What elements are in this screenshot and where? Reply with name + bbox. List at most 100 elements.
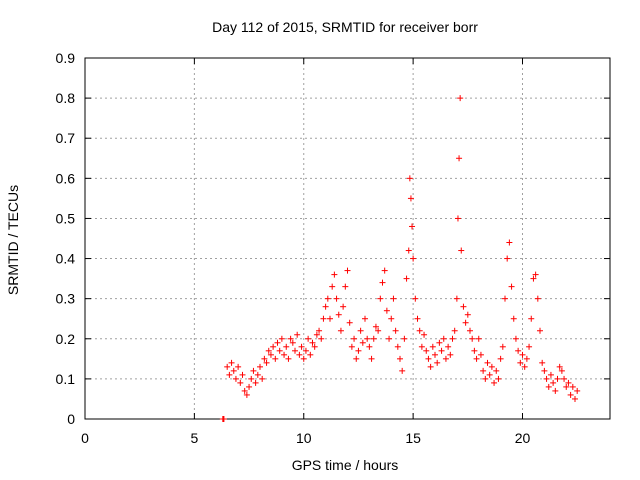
x-tick-label: 5 — [190, 430, 198, 446]
data-point — [537, 327, 543, 334]
data-point — [550, 379, 557, 386]
data-point — [453, 295, 460, 302]
data-point — [392, 327, 399, 334]
data-point — [434, 359, 441, 366]
data-point — [322, 303, 329, 310]
data-point — [254, 371, 261, 378]
data-point — [454, 215, 461, 222]
data-point — [458, 247, 465, 254]
y-tick-labels: 0 0.1 0.2 0.3 0.4 0.5 0.6 0.7 0.8 0.9 — [56, 50, 76, 427]
data-point — [407, 195, 414, 202]
data-point — [287, 335, 294, 342]
data-point — [267, 351, 274, 358]
data-point — [220, 416, 227, 422]
data-point — [436, 339, 443, 346]
data-point — [504, 255, 511, 262]
data-point — [558, 367, 565, 374]
data-point — [521, 363, 528, 370]
data-point — [442, 355, 449, 362]
x-tick-label: 20 — [515, 430, 531, 446]
data-point — [320, 315, 327, 322]
data-point — [344, 267, 351, 274]
data-point — [294, 331, 301, 338]
data-point — [359, 339, 366, 346]
data-point — [399, 367, 406, 374]
y-tick-label: 0.8 — [56, 90, 76, 106]
data-point — [486, 371, 493, 378]
data-point — [416, 327, 423, 334]
data-point — [346, 319, 353, 326]
data-point — [547, 371, 554, 378]
data-point — [388, 315, 395, 322]
data-point — [337, 327, 344, 334]
data-point — [563, 383, 570, 390]
data-point — [300, 355, 307, 362]
data-point — [272, 355, 279, 362]
data-point — [351, 335, 358, 342]
y-tick-label: 0.7 — [56, 130, 76, 146]
data-point — [228, 359, 235, 366]
data-point — [274, 339, 281, 346]
data-point — [313, 331, 320, 338]
data-point — [302, 347, 309, 354]
data-point — [471, 347, 478, 354]
data-point — [517, 359, 524, 366]
data-point — [569, 383, 576, 390]
data-point — [482, 375, 489, 382]
data-point — [532, 271, 539, 278]
data-point — [512, 335, 519, 342]
data-point — [394, 343, 401, 350]
data-point — [423, 347, 430, 354]
data-point — [307, 351, 314, 358]
data-point — [372, 323, 379, 330]
data-point — [480, 367, 487, 374]
y-tick-label: 0 — [67, 411, 75, 427]
data-point — [475, 335, 482, 342]
data-point — [467, 327, 473, 334]
data-point — [362, 315, 368, 322]
data-point — [447, 351, 454, 358]
data-point — [226, 371, 233, 378]
x-tick-labels: 0 5 10 15 20 — [81, 430, 530, 446]
data-point — [438, 347, 445, 354]
data-point — [462, 319, 469, 326]
data-point — [528, 315, 535, 322]
data-point — [285, 355, 292, 362]
chart-title: Day 112 of 2015, SRMTID for receiver bor… — [212, 19, 478, 35]
data-point — [495, 375, 502, 382]
data-point — [574, 387, 581, 394]
data-point — [324, 295, 331, 302]
data-point — [246, 383, 253, 390]
data-point — [440, 335, 447, 342]
data-point — [510, 315, 517, 322]
data-point — [519, 351, 526, 358]
data-point — [401, 335, 408, 342]
data-point — [565, 379, 572, 386]
data-point — [432, 351, 438, 358]
data-point — [265, 347, 272, 354]
data-point — [383, 307, 390, 314]
y-tick-label: 0.9 — [56, 50, 76, 66]
data-point — [425, 355, 432, 362]
x-tick-label: 10 — [296, 430, 312, 446]
data-point — [386, 335, 393, 342]
data-point — [348, 343, 355, 350]
data-point — [545, 383, 552, 390]
data-point — [283, 343, 290, 350]
data-point — [523, 355, 530, 362]
data-point — [403, 275, 410, 282]
data-point — [460, 303, 467, 310]
data-point — [259, 375, 266, 382]
data-point — [331, 271, 338, 278]
data-point — [554, 375, 561, 382]
y-tick-label: 0.3 — [56, 291, 76, 307]
data-point — [237, 379, 244, 386]
y-tick-label: 0.1 — [56, 371, 76, 387]
data-point — [263, 359, 270, 366]
data-point — [270, 343, 277, 350]
data-point — [298, 343, 305, 350]
data-point — [530, 275, 537, 282]
data-point — [329, 283, 336, 290]
data-point — [368, 355, 375, 362]
data-point — [561, 375, 568, 382]
